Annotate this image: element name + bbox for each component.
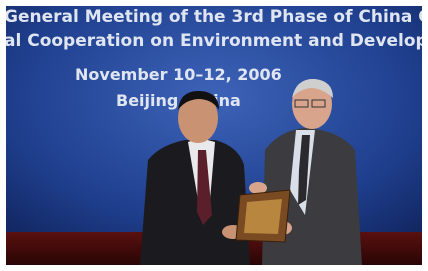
plaque xyxy=(236,190,290,242)
banner-line: General Meeting of the 3rd Phase of Chin… xyxy=(4,7,428,27)
banner-line: al Cooperation on Environment and Develo… xyxy=(4,31,428,51)
scene: General Meeting of the 3rd Phase of Chin… xyxy=(4,6,428,265)
banner-date: November 10–12, 2006 xyxy=(75,65,282,84)
photo: General Meeting of the 3rd Phase of Chin… xyxy=(0,0,428,271)
